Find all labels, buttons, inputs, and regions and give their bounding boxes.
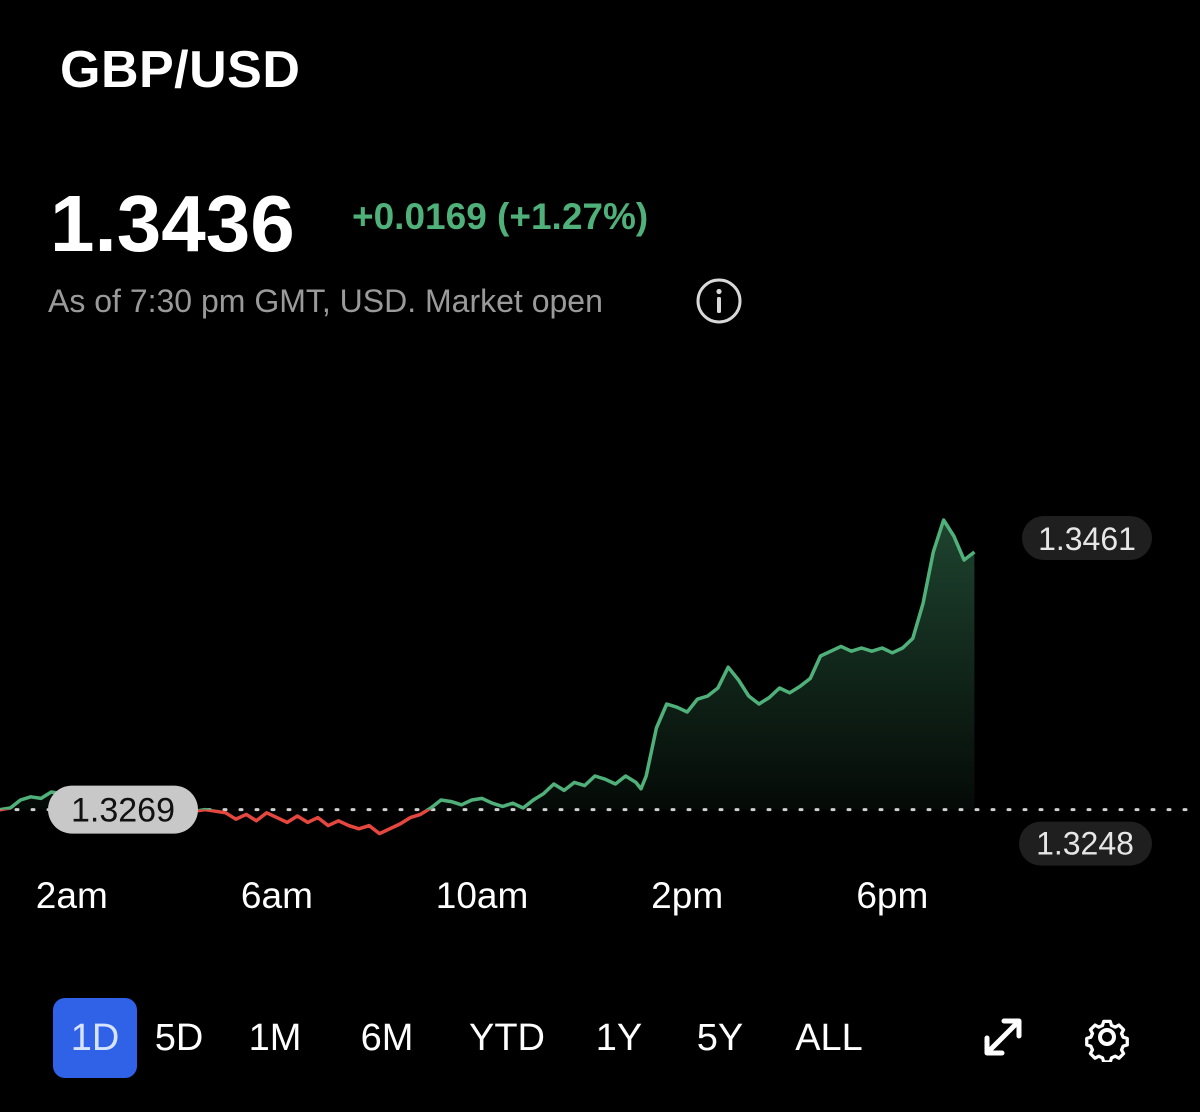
low-value-label: 1.3248 xyxy=(1019,821,1152,866)
timeframe-5y[interactable]: 5Y xyxy=(696,1016,744,1059)
previous-close-label: 1.3269 xyxy=(48,785,198,834)
current-price: 1.3436 xyxy=(50,179,295,268)
svg-text:1.3248: 1.3248 xyxy=(1036,826,1134,862)
x-tick-label: 6am xyxy=(241,875,313,916)
timeframe-6m[interactable]: 6M xyxy=(360,1016,414,1059)
page-title: GBP/USD xyxy=(60,41,301,99)
gear-icon[interactable] xyxy=(1082,1012,1132,1062)
svg-text:1.3461: 1.3461 xyxy=(1038,521,1136,557)
as-of-text: As of 7:30 pm GMT, USD. Market open xyxy=(48,283,603,319)
expand-icon[interactable] xyxy=(978,1012,1028,1062)
svg-text:1.3269: 1.3269 xyxy=(71,792,175,830)
high-value-label: 1.3461 xyxy=(1022,516,1152,560)
timeframe-1d[interactable]: 1D xyxy=(53,998,137,1078)
x-tick-label: 10am xyxy=(436,875,529,916)
price-change: +0.0169 (+1.27%) xyxy=(352,196,649,237)
info-icon[interactable] xyxy=(695,277,743,325)
price-chart: 1.3269 1.3461 1.3248 2am 6am 10am 2pm 6pm xyxy=(0,516,1200,916)
x-tick-label: 6pm xyxy=(856,875,928,916)
timeframe-1y[interactable]: 1Y xyxy=(595,1016,643,1059)
timeframe-selector: 1D 5D 1M 6M YTD 1Y 5Y ALL xyxy=(53,998,887,1078)
timeframe-1m[interactable]: 1M xyxy=(248,1016,302,1059)
timeframe-all[interactable]: ALL xyxy=(795,1016,863,1059)
x-tick-label: 2pm xyxy=(651,875,723,916)
area-fill xyxy=(0,520,975,810)
x-tick-label: 2am xyxy=(36,875,108,916)
timeframe-5d[interactable]: 5D xyxy=(154,1016,204,1059)
timeframe-ytd[interactable]: YTD xyxy=(469,1016,545,1059)
